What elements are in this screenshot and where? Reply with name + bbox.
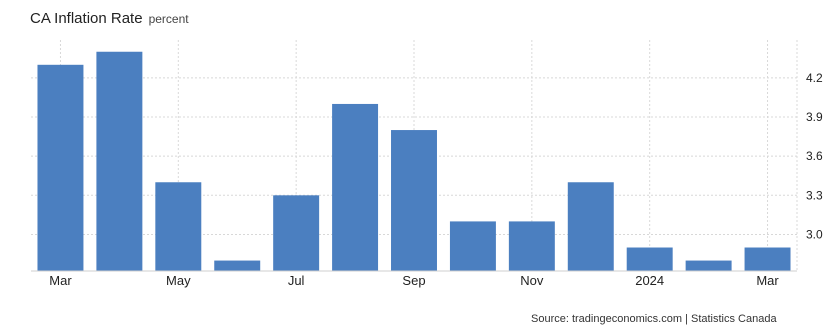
- bar-6: [332, 103, 379, 271]
- bar-12: [685, 260, 732, 271]
- y-tick-label: 4.2: [806, 71, 823, 85]
- bar-5: [273, 195, 320, 271]
- bar-11: [626, 247, 673, 271]
- source-credit: Source: tradingeconomics.com | Statistic…: [531, 313, 777, 325]
- bar-9: [508, 221, 555, 271]
- x-tick-label: 2024: [635, 273, 664, 288]
- bar-8: [449, 221, 496, 271]
- bar-3: [155, 182, 202, 271]
- bar-4: [214, 260, 261, 271]
- y-tick-label: 3.3: [806, 188, 823, 202]
- bar-1: [37, 64, 84, 272]
- bar-7: [391, 130, 437, 271]
- chart-title: CA Inflation Rate percent: [30, 10, 189, 27]
- chart-title-text: CA Inflation Rate: [30, 10, 143, 27]
- x-tick-label: Sep: [402, 273, 425, 288]
- y-tick-label: 3.9: [806, 110, 823, 124]
- x-tick-label: May: [166, 273, 191, 288]
- y-tick-label: 3.6: [806, 149, 823, 163]
- x-tick-label: Jul: [288, 273, 305, 288]
- x-tick-label: Mar: [756, 273, 779, 288]
- chart-subtitle: percent: [148, 12, 189, 26]
- x-tick-label: Mar: [49, 273, 72, 288]
- bar-2: [96, 51, 143, 272]
- x-tick-label: Nov: [520, 273, 544, 288]
- y-tick-label: 3.0: [806, 227, 823, 241]
- bar-13: [744, 247, 791, 271]
- bar-10: [567, 182, 614, 271]
